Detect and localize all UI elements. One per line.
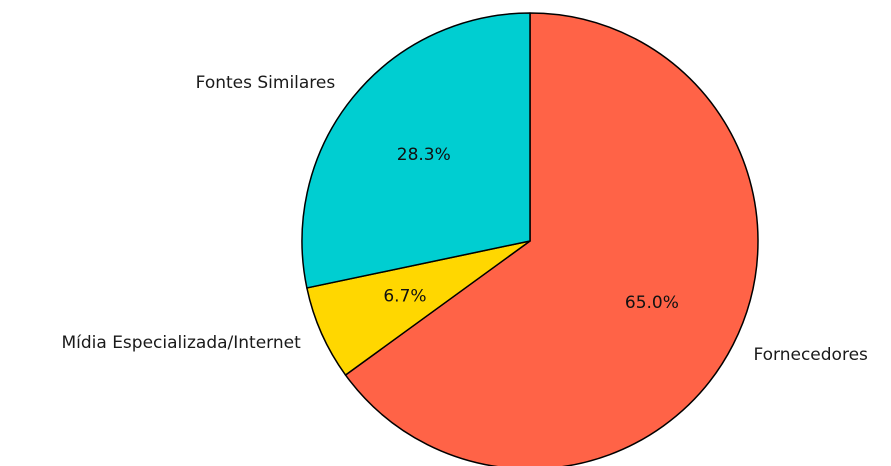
pie-slice-fontes-similares [301, 12, 531, 289]
pie-slice-fornecedores [344, 12, 759, 466]
slice-label-midia-especializada-internet: Mídia Especializada/Internet [61, 333, 301, 353]
percent-labels-layer: 65.0% 6.7% 28.3% [383, 145, 679, 313]
slice-labels-layer: Fornecedores Mídia Especializada/Internet… [61, 73, 868, 365]
percent-label-fornecedores: 65.0% [625, 293, 679, 313]
percent-label-midia-especializada-internet: 6.7% [383, 287, 426, 307]
percent-label-fontes-similares: 28.3% [397, 145, 451, 165]
slices-layer [301, 12, 759, 466]
slice-label-fornecedores: Fornecedores [753, 345, 868, 365]
slice-label-fontes-similares: Fontes Similares [196, 73, 336, 93]
